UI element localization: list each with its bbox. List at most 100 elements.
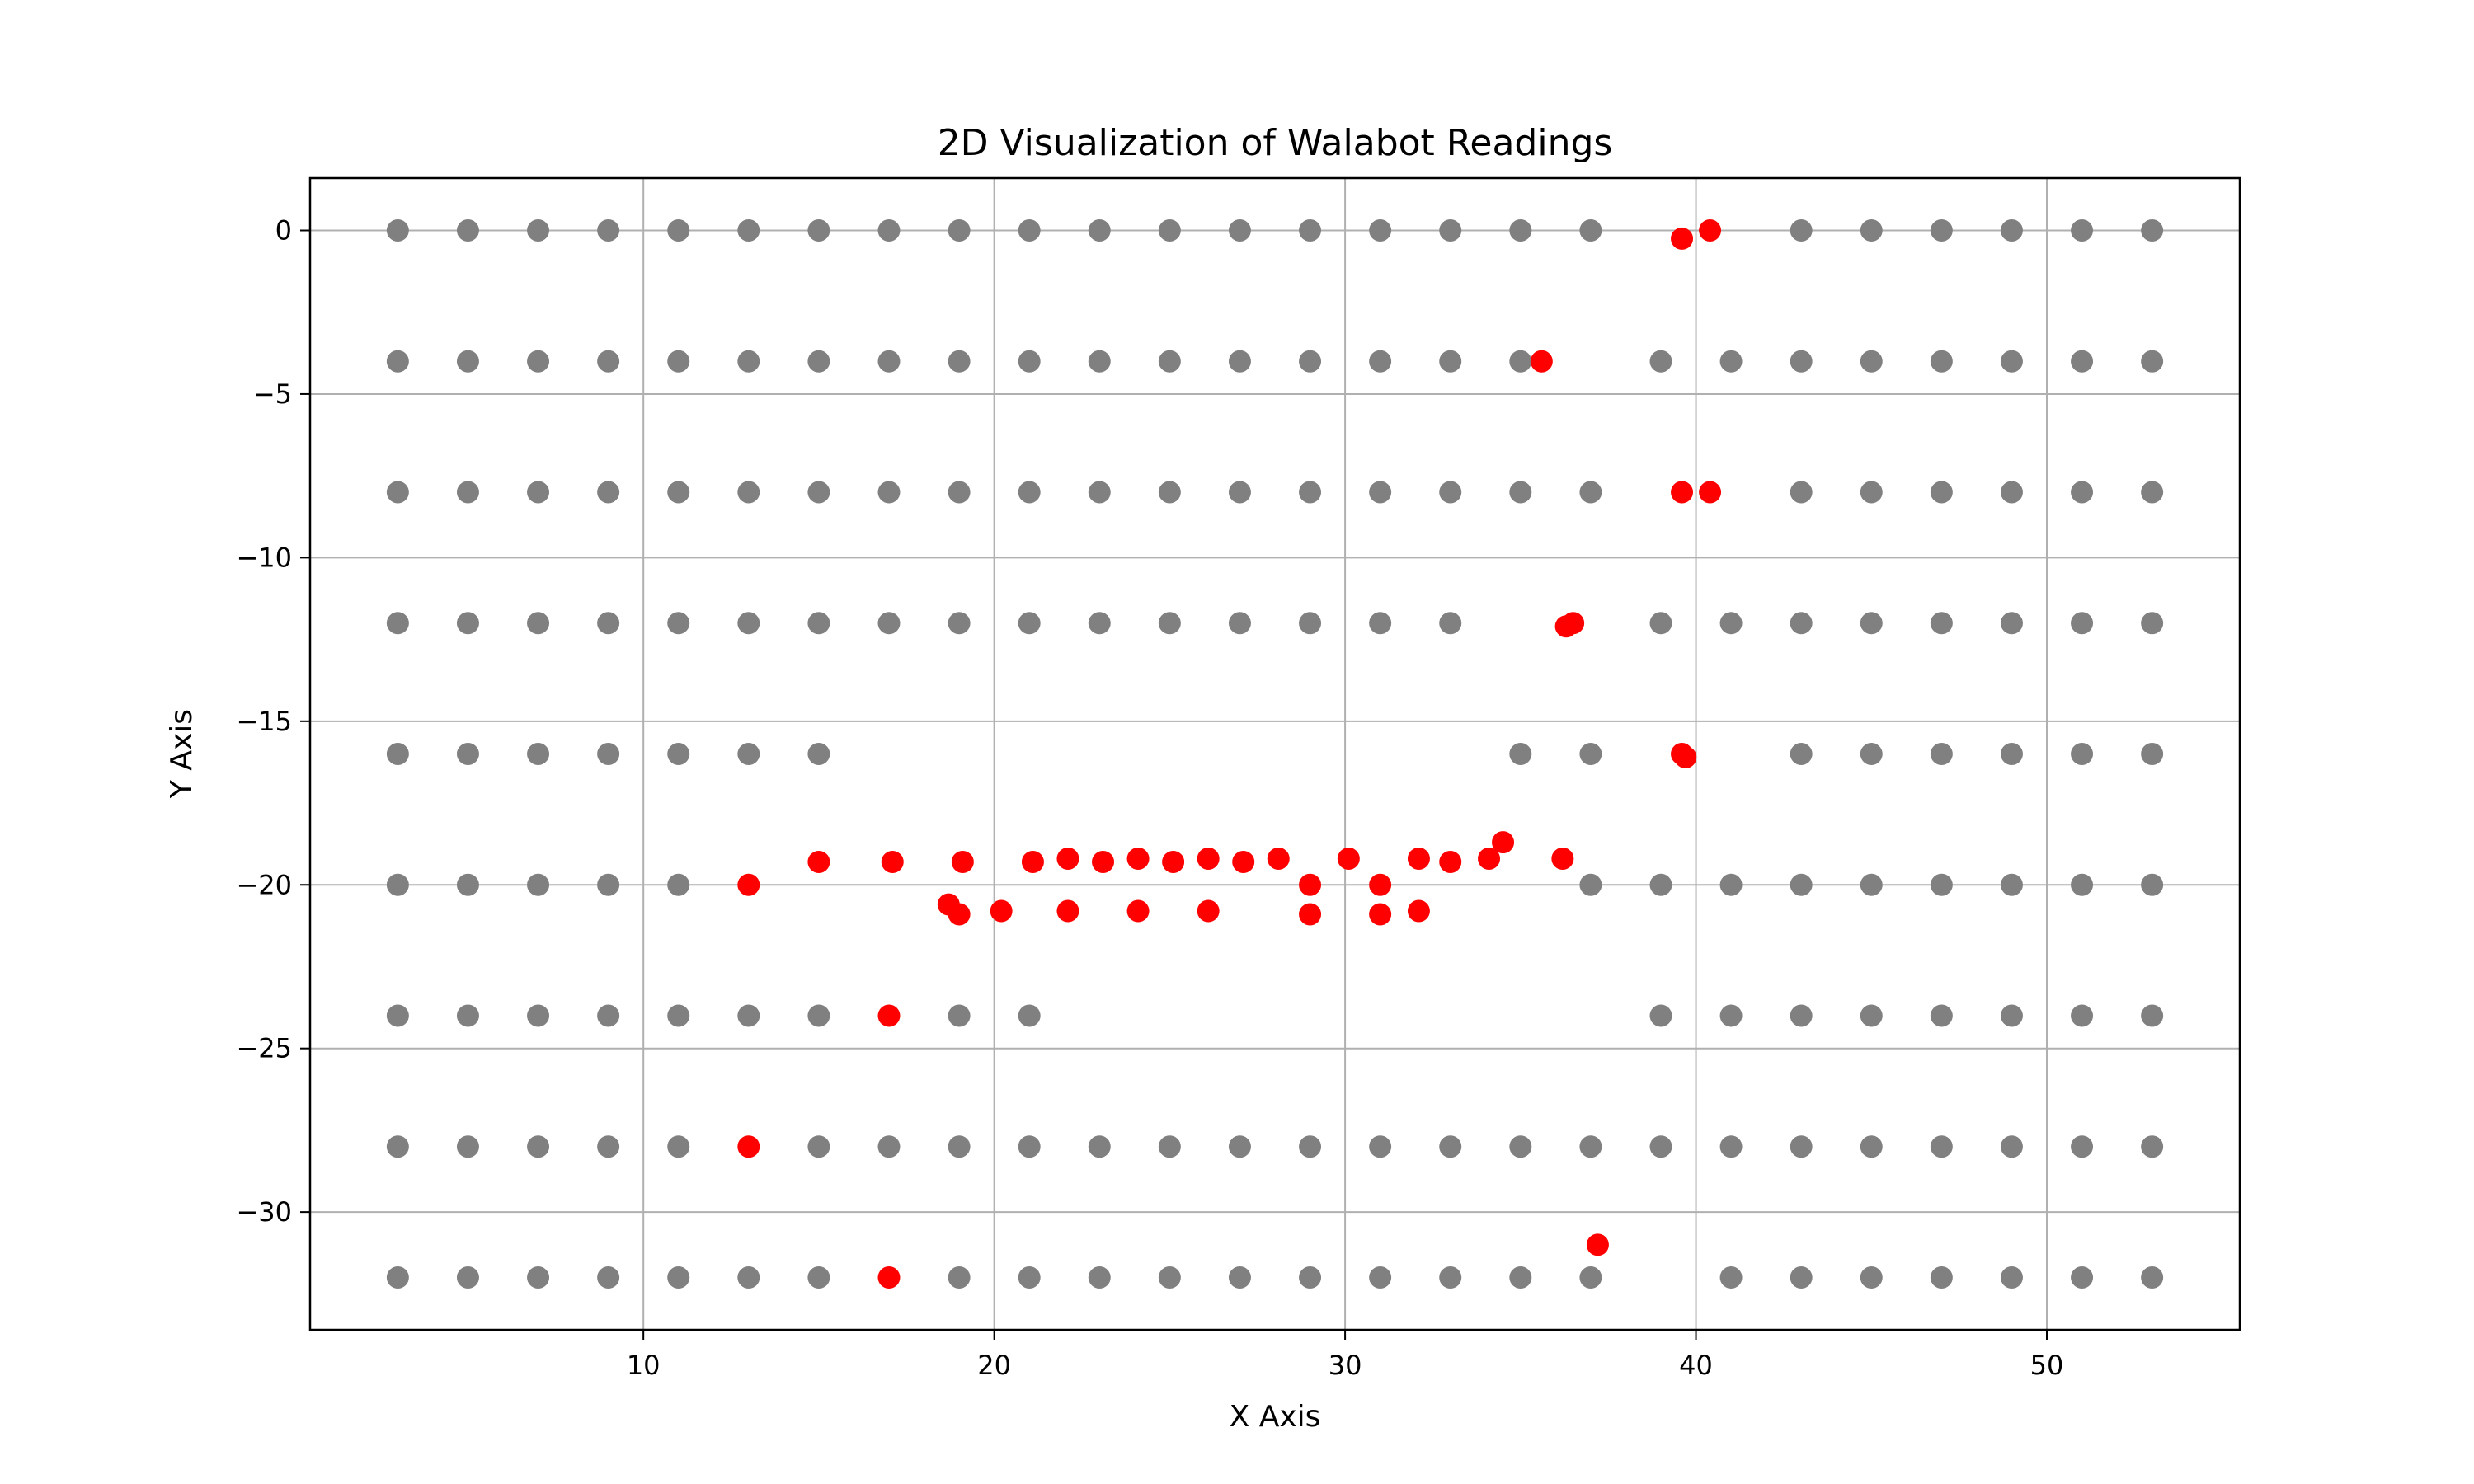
grid-point bbox=[1930, 873, 1953, 896]
grid-point bbox=[597, 350, 620, 373]
grid-point bbox=[2000, 612, 2023, 635]
grid-point bbox=[456, 350, 479, 373]
y-tick-label: −5 bbox=[253, 378, 292, 410]
grid-point bbox=[737, 1266, 760, 1289]
grid-point bbox=[1860, 350, 1883, 373]
grid-point bbox=[1088, 350, 1111, 373]
grid-point bbox=[597, 873, 620, 896]
grid-point bbox=[1018, 1135, 1041, 1158]
grid-point bbox=[527, 219, 550, 242]
x-tick-label: 40 bbox=[1679, 1350, 1713, 1381]
y-tick-label: −20 bbox=[236, 869, 292, 900]
grid-point bbox=[1930, 1266, 1953, 1289]
grid-point bbox=[2071, 481, 2094, 504]
reading-point bbox=[737, 873, 760, 896]
chart-title: 2D Visualization of Walabot Readings bbox=[938, 122, 1613, 164]
reading-point bbox=[1299, 873, 1322, 896]
grid-point bbox=[456, 1266, 479, 1289]
grid-point bbox=[1579, 219, 1602, 242]
grid-point bbox=[386, 1135, 409, 1158]
reading-point bbox=[1439, 850, 1462, 873]
reading-point bbox=[1369, 873, 1392, 896]
y-tick-label: −15 bbox=[236, 706, 292, 737]
grid-point bbox=[1930, 481, 1953, 504]
grid-point bbox=[807, 350, 830, 373]
reading-point bbox=[1671, 227, 1694, 250]
grid-point bbox=[2071, 350, 2094, 373]
grid-point bbox=[1158, 481, 1181, 504]
grid-point bbox=[1719, 1004, 1743, 1027]
grid-point bbox=[1649, 873, 1672, 896]
reading-point bbox=[1562, 612, 1585, 635]
grid-point bbox=[877, 481, 901, 504]
grid-point bbox=[1369, 350, 1392, 373]
grid-point bbox=[2000, 481, 2023, 504]
grid-point bbox=[1018, 1004, 1041, 1027]
grid-point bbox=[807, 1266, 830, 1289]
grid-point bbox=[2141, 219, 2164, 242]
grid-point bbox=[2000, 1266, 2023, 1289]
grid-point bbox=[877, 219, 901, 242]
grid-point bbox=[1299, 612, 1322, 635]
reading-point bbox=[1586, 1233, 1609, 1256]
grid-point bbox=[456, 219, 479, 242]
grid-point bbox=[667, 219, 690, 242]
reading-point bbox=[1530, 350, 1553, 373]
grid-point bbox=[1790, 743, 1813, 765]
grid-point bbox=[1649, 1004, 1672, 1027]
grid-point bbox=[2141, 612, 2164, 635]
grid-point bbox=[1299, 219, 1322, 242]
reading-point bbox=[1551, 848, 1574, 870]
grid-point bbox=[1299, 1266, 1322, 1289]
grid-point bbox=[1509, 1135, 1532, 1158]
reading-point bbox=[1492, 831, 1515, 854]
grid-point bbox=[2000, 873, 2023, 896]
grid-point bbox=[1790, 219, 1813, 242]
grid-point bbox=[1930, 612, 1953, 635]
grid-point bbox=[2141, 1266, 2164, 1289]
grid-point bbox=[1018, 219, 1041, 242]
grid-point bbox=[2000, 1004, 2023, 1027]
grid-point bbox=[2000, 743, 2023, 765]
grid-point bbox=[1509, 350, 1532, 373]
grid-point bbox=[1719, 350, 1743, 373]
x-tick-label: 10 bbox=[627, 1350, 661, 1381]
grid-point bbox=[1719, 612, 1743, 635]
grid-point bbox=[1649, 350, 1672, 373]
grid-point bbox=[807, 1004, 830, 1027]
grid-point bbox=[597, 1266, 620, 1289]
reading-point bbox=[1478, 848, 1501, 870]
grid-point bbox=[2071, 743, 2094, 765]
grid-point bbox=[386, 612, 409, 635]
reading-point bbox=[1671, 481, 1694, 504]
grid-point bbox=[1439, 612, 1462, 635]
grid-point bbox=[2141, 1135, 2164, 1158]
reading-point bbox=[1369, 903, 1392, 926]
reading-point bbox=[877, 1266, 901, 1289]
y-tick-label: −30 bbox=[236, 1196, 292, 1228]
grid-point bbox=[2141, 873, 2164, 896]
grid-point bbox=[1018, 612, 1041, 635]
reading-point bbox=[1056, 848, 1079, 870]
reading-point bbox=[990, 899, 1013, 923]
grid-point bbox=[2071, 873, 2094, 896]
grid-point bbox=[1649, 1135, 1672, 1158]
grid-point bbox=[1439, 350, 1462, 373]
grid-point bbox=[1790, 612, 1813, 635]
grid-point bbox=[1579, 1266, 1602, 1289]
grid-point bbox=[527, 1266, 550, 1289]
grid-point bbox=[527, 1004, 550, 1027]
grid-point bbox=[1719, 1135, 1743, 1158]
reading-point bbox=[1197, 899, 1220, 923]
reading-point bbox=[737, 1135, 760, 1158]
grid-point bbox=[1719, 1266, 1743, 1289]
grid-point bbox=[597, 1135, 620, 1158]
grid-point bbox=[1860, 1004, 1883, 1027]
grid-point bbox=[1790, 350, 1813, 373]
grid-point bbox=[1790, 481, 1813, 504]
grid-point bbox=[527, 1135, 550, 1158]
grid-point bbox=[1228, 481, 1251, 504]
grid-point bbox=[1860, 612, 1883, 635]
axis-ticks: 10 20 30 40 50 0 −5 −10 −15 −20 −25 −30 bbox=[236, 215, 2063, 1382]
grid-point bbox=[1509, 219, 1532, 242]
